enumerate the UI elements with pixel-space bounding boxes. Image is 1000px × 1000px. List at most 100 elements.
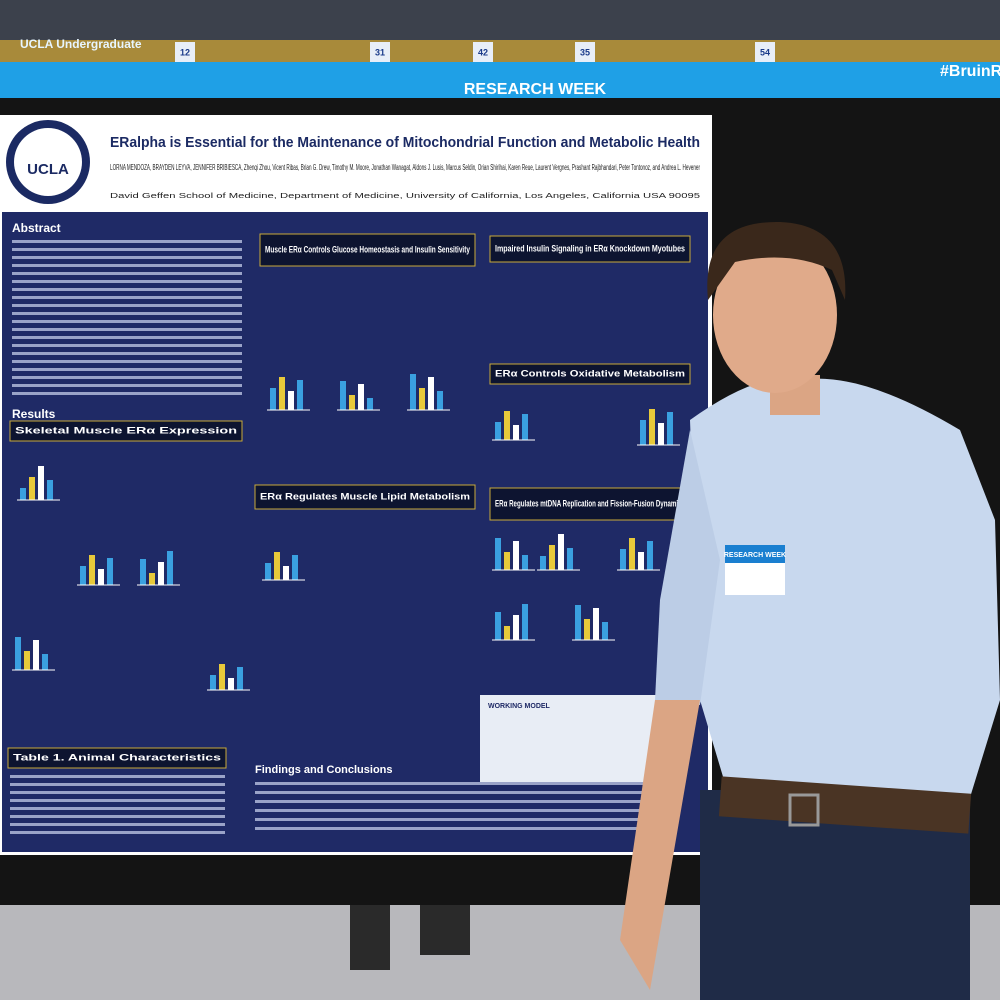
- banner-center: RESEARCH WEEK: [464, 81, 607, 98]
- figure-bar: [140, 559, 146, 585]
- figure-bar: [522, 555, 528, 570]
- figure-bar: [522, 414, 528, 440]
- buckle: [788, 793, 820, 827]
- section-title: ERα Controls Oxidative Metabolism: [495, 368, 685, 378]
- jersey: [755, 42, 775, 62]
- figure-bar: [349, 395, 355, 410]
- table-row: [10, 799, 225, 802]
- working-model-box: [480, 695, 665, 785]
- figure-bar: [428, 377, 434, 410]
- findings-line: [255, 800, 655, 803]
- figure-bar: [33, 640, 39, 670]
- text-line: [12, 352, 242, 355]
- sleeve: [655, 430, 720, 705]
- figure-bar: [495, 422, 501, 440]
- poster-title: ERalpha is Essential for the Maintenance…: [110, 134, 700, 151]
- text-line: [12, 264, 242, 267]
- figure-bar: [219, 664, 225, 690]
- figure-bar: [274, 552, 280, 580]
- section-title: Skeletal Muscle ERα Expression: [15, 425, 237, 435]
- text-line: [12, 344, 242, 347]
- figure-bar: [584, 619, 590, 640]
- figure-bar: [270, 388, 276, 410]
- figure-bar: [80, 566, 86, 585]
- figure-bar: [495, 538, 501, 570]
- text-line: [12, 384, 242, 387]
- section-header: [489, 363, 691, 385]
- text-line: [12, 368, 242, 371]
- jersey-number: 12: [180, 47, 190, 57]
- findings-line: [255, 782, 655, 785]
- table-row: [10, 831, 225, 834]
- figure-bar: [647, 541, 653, 570]
- figure-bar: [38, 466, 44, 500]
- section-header: [7, 747, 227, 769]
- section-header: [489, 487, 691, 521]
- figure-bar: [367, 398, 373, 410]
- table-row: [10, 823, 225, 826]
- section-header: [9, 420, 243, 442]
- figure-bar: [419, 388, 425, 410]
- findings-line: [255, 809, 655, 812]
- table-row: [10, 775, 225, 778]
- figure-bar: [283, 566, 289, 580]
- text-line: [12, 296, 242, 299]
- figure-bar: [638, 552, 644, 570]
- working-model: WORKING MODEL: [488, 703, 551, 710]
- text-line: [12, 304, 242, 307]
- figure-bar: [358, 384, 364, 410]
- text-line: [12, 272, 242, 275]
- table-row: [10, 791, 225, 794]
- figure-bar: [42, 654, 48, 670]
- figure-bar: [558, 534, 564, 570]
- figure-bar: [658, 423, 664, 445]
- poster-affiliation: David Geffen School of Medicine, Departm…: [110, 193, 700, 200]
- legs: [350, 905, 390, 970]
- figure-bar: [89, 555, 95, 585]
- text-line: [12, 328, 242, 331]
- figure-bar: [24, 651, 30, 670]
- figure-bar: [513, 615, 519, 640]
- banner-right: #BruinR: [940, 63, 1000, 80]
- hair: [707, 221, 846, 300]
- text-line: [12, 256, 242, 259]
- findings-line: [255, 827, 655, 830]
- figure-bar: [593, 608, 599, 640]
- figure-bar: [107, 558, 113, 585]
- figure-bar: [567, 548, 573, 570]
- figure-bar: [29, 477, 35, 500]
- section-title: Impaired Insulin Signaling in ERα Knockd…: [495, 243, 685, 253]
- figure-bar: [504, 626, 510, 640]
- figure-bar: [210, 675, 216, 690]
- led-band: [0, 62, 1000, 102]
- findings-line: [255, 791, 655, 794]
- logo-inner: [14, 128, 82, 196]
- figure-bar: [410, 374, 416, 410]
- figure-bar: [667, 412, 673, 445]
- figure-bar: [288, 391, 294, 410]
- badge-header: [725, 545, 785, 563]
- text-line: [12, 320, 242, 323]
- findings-title: Findings and Conclusions: [255, 764, 393, 776]
- jersey-number: 31: [375, 47, 385, 57]
- figure-bar: [437, 391, 443, 410]
- text-line: [12, 392, 242, 395]
- text-line: [12, 240, 242, 243]
- table-row: [10, 815, 225, 818]
- figure-bar: [292, 555, 298, 580]
- poster-authors: LORNA MENDOZA, BRAYDEN LEYVA, JENNIFER B…: [110, 163, 700, 172]
- jersey-number: 35: [580, 47, 590, 57]
- text-line: [12, 360, 242, 363]
- figure-bar: [297, 380, 303, 410]
- figure-bar: [549, 545, 555, 570]
- jersey: [175, 42, 195, 62]
- jersey-number: 54: [760, 47, 770, 57]
- figure-bar: [98, 569, 104, 585]
- face: [713, 237, 837, 393]
- section-header: [254, 484, 476, 510]
- banner-left: UCLA Undergraduate: [20, 37, 142, 51]
- table-row: [10, 783, 225, 786]
- section-header: [259, 233, 476, 267]
- figure-bar: [20, 488, 26, 500]
- jersey: [575, 42, 595, 62]
